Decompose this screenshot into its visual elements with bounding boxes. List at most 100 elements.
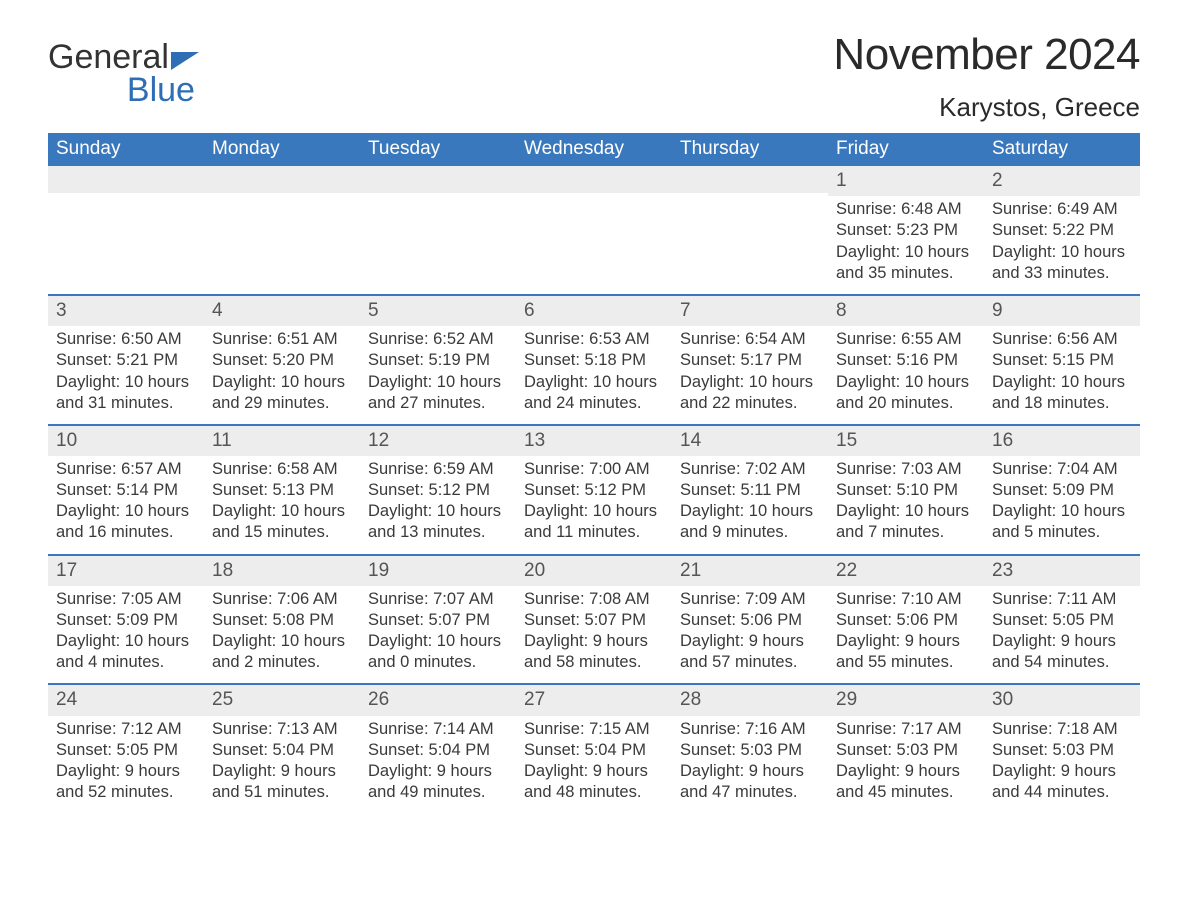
day2-line: and 2 minutes.: [212, 652, 352, 673]
day-number: 27: [516, 685, 672, 715]
sunset-line: Sunset: 5:03 PM: [992, 740, 1132, 761]
dow-sunday: Sunday: [48, 133, 204, 166]
sunset-line: Sunset: 5:23 PM: [836, 220, 976, 241]
day-cell: 17Sunrise: 7:05 AMSunset: 5:09 PMDayligh…: [48, 556, 204, 684]
empty-cell: [204, 166, 360, 294]
sunrise-line: Sunrise: 7:07 AM: [368, 589, 508, 610]
day-details: Sunrise: 6:51 AMSunset: 5:20 PMDaylight:…: [204, 326, 360, 423]
day1-line: Daylight: 10 hours: [524, 372, 664, 393]
sunrise-line: Sunrise: 7:12 AM: [56, 719, 196, 740]
day-cell: 24Sunrise: 7:12 AMSunset: 5:05 PMDayligh…: [48, 685, 204, 813]
day2-line: and 9 minutes.: [680, 522, 820, 543]
day-number: 12: [360, 426, 516, 456]
day1-line: Daylight: 9 hours: [368, 761, 508, 782]
day-details: Sunrise: 6:55 AMSunset: 5:16 PMDaylight:…: [828, 326, 984, 423]
sunset-line: Sunset: 5:05 PM: [56, 740, 196, 761]
day-cell: 28Sunrise: 7:16 AMSunset: 5:03 PMDayligh…: [672, 685, 828, 813]
sunset-line: Sunset: 5:20 PM: [212, 350, 352, 371]
day-details: Sunrise: 7:15 AMSunset: 5:04 PMDaylight:…: [516, 716, 672, 813]
day2-line: and 44 minutes.: [992, 782, 1132, 803]
day-cell: 21Sunrise: 7:09 AMSunset: 5:06 PMDayligh…: [672, 556, 828, 684]
dow-monday: Monday: [204, 133, 360, 166]
day-details: Sunrise: 7:16 AMSunset: 5:03 PMDaylight:…: [672, 716, 828, 813]
day-cell: 7Sunrise: 6:54 AMSunset: 5:17 PMDaylight…: [672, 296, 828, 424]
day-details: Sunrise: 7:12 AMSunset: 5:05 PMDaylight:…: [48, 716, 204, 813]
day-number: 25: [204, 685, 360, 715]
day2-line: and 5 minutes.: [992, 522, 1132, 543]
day2-line: and 11 minutes.: [524, 522, 664, 543]
day1-line: Daylight: 10 hours: [680, 501, 820, 522]
day2-line: and 18 minutes.: [992, 393, 1132, 414]
day-details: Sunrise: 7:05 AMSunset: 5:09 PMDaylight:…: [48, 586, 204, 683]
dow-thursday: Thursday: [672, 133, 828, 166]
day-number: 29: [828, 685, 984, 715]
sunset-line: Sunset: 5:12 PM: [524, 480, 664, 501]
day-details: Sunrise: 7:18 AMSunset: 5:03 PMDaylight:…: [984, 716, 1140, 813]
day1-line: Daylight: 10 hours: [836, 242, 976, 263]
day-details: Sunrise: 7:00 AMSunset: 5:12 PMDaylight:…: [516, 456, 672, 553]
sunrise-line: Sunrise: 6:54 AM: [680, 329, 820, 350]
sunrise-line: Sunrise: 7:16 AM: [680, 719, 820, 740]
day-number: 8: [828, 296, 984, 326]
sunrise-line: Sunrise: 6:55 AM: [836, 329, 976, 350]
sunrise-line: Sunrise: 7:10 AM: [836, 589, 976, 610]
day-number: [672, 166, 828, 193]
day-number: 20: [516, 556, 672, 586]
day-details: Sunrise: 7:14 AMSunset: 5:04 PMDaylight:…: [360, 716, 516, 813]
day2-line: and 20 minutes.: [836, 393, 976, 414]
day2-line: and 49 minutes.: [368, 782, 508, 803]
sunset-line: Sunset: 5:03 PM: [836, 740, 976, 761]
day-number: 22: [828, 556, 984, 586]
day2-line: and 24 minutes.: [524, 393, 664, 414]
sunset-line: Sunset: 5:11 PM: [680, 480, 820, 501]
day2-line: and 57 minutes.: [680, 652, 820, 673]
day-number: 10: [48, 426, 204, 456]
day-number: 16: [984, 426, 1140, 456]
empty-cell: [672, 166, 828, 294]
day2-line: and 29 minutes.: [212, 393, 352, 414]
day-number: 5: [360, 296, 516, 326]
day-number: [516, 166, 672, 193]
day-number: 18: [204, 556, 360, 586]
day-number: [204, 166, 360, 193]
sunset-line: Sunset: 5:21 PM: [56, 350, 196, 371]
day-details: Sunrise: 6:50 AMSunset: 5:21 PMDaylight:…: [48, 326, 204, 423]
day2-line: and 47 minutes.: [680, 782, 820, 803]
day-cell: 8Sunrise: 6:55 AMSunset: 5:16 PMDaylight…: [828, 296, 984, 424]
sunrise-line: Sunrise: 6:50 AM: [56, 329, 196, 350]
day-number: 28: [672, 685, 828, 715]
dow-saturday: Saturday: [984, 133, 1140, 166]
day1-line: Daylight: 10 hours: [368, 372, 508, 393]
day-number: [360, 166, 516, 193]
day2-line: and 51 minutes.: [212, 782, 352, 803]
day1-line: Daylight: 10 hours: [212, 372, 352, 393]
sunset-line: Sunset: 5:06 PM: [680, 610, 820, 631]
dow-tuesday: Tuesday: [360, 133, 516, 166]
day1-line: Daylight: 10 hours: [680, 372, 820, 393]
sunset-line: Sunset: 5:03 PM: [680, 740, 820, 761]
day1-line: Daylight: 10 hours: [992, 372, 1132, 393]
sunset-line: Sunset: 5:16 PM: [836, 350, 976, 371]
day-number: 2: [984, 166, 1140, 196]
day-cell: 6Sunrise: 6:53 AMSunset: 5:18 PMDaylight…: [516, 296, 672, 424]
sunrise-line: Sunrise: 6:52 AM: [368, 329, 508, 350]
day-cell: 9Sunrise: 6:56 AMSunset: 5:15 PMDaylight…: [984, 296, 1140, 424]
sunrise-line: Sunrise: 6:53 AM: [524, 329, 664, 350]
day-details: Sunrise: 6:59 AMSunset: 5:12 PMDaylight:…: [360, 456, 516, 553]
week-row: 24Sunrise: 7:12 AMSunset: 5:05 PMDayligh…: [48, 683, 1140, 813]
day-details: Sunrise: 6:57 AMSunset: 5:14 PMDaylight:…: [48, 456, 204, 553]
sunset-line: Sunset: 5:19 PM: [368, 350, 508, 371]
sunset-line: Sunset: 5:17 PM: [680, 350, 820, 371]
day2-line: and 52 minutes.: [56, 782, 196, 803]
day1-line: Daylight: 9 hours: [680, 631, 820, 652]
day-details: Sunrise: 7:11 AMSunset: 5:05 PMDaylight:…: [984, 586, 1140, 683]
day2-line: and 48 minutes.: [524, 782, 664, 803]
sunrise-line: Sunrise: 7:18 AM: [992, 719, 1132, 740]
day2-line: and 54 minutes.: [992, 652, 1132, 673]
day-cell: 14Sunrise: 7:02 AMSunset: 5:11 PMDayligh…: [672, 426, 828, 554]
day1-line: Daylight: 10 hours: [836, 372, 976, 393]
day-number: 21: [672, 556, 828, 586]
day1-line: Daylight: 10 hours: [368, 501, 508, 522]
day-details: Sunrise: 6:49 AMSunset: 5:22 PMDaylight:…: [984, 196, 1140, 293]
day-number: 4: [204, 296, 360, 326]
